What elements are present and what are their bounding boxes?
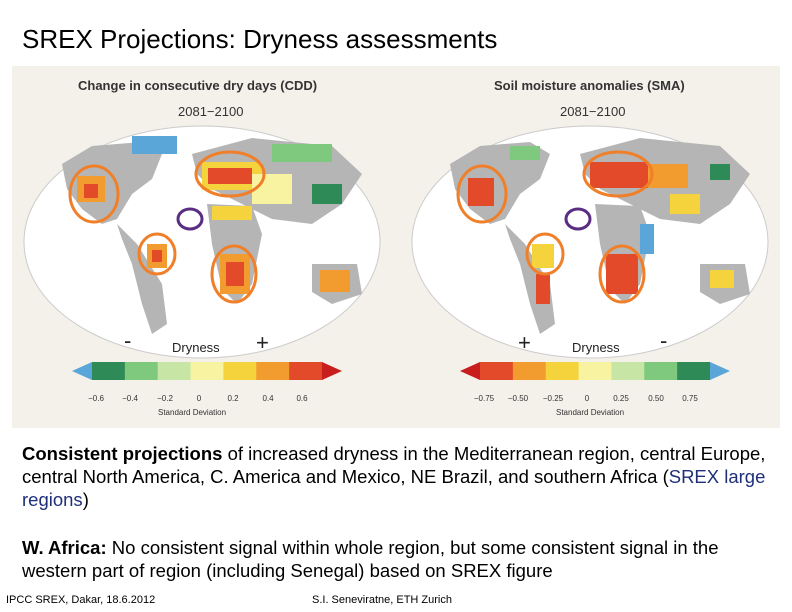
sma-plus-sign: + <box>518 330 531 355</box>
sma-colorbar-cell <box>644 362 678 380</box>
sma-minus-sign: - <box>660 328 668 353</box>
sma-colorbar-cell <box>611 362 645 380</box>
cdd-axis-label: Standard Deviation <box>158 408 227 417</box>
sma-tick: 0.25 <box>613 394 629 403</box>
sma-dryness-label: Dryness <box>572 340 620 355</box>
cdd-tick: 0.6 <box>296 394 308 403</box>
sma-panel-title: Soil moisture anomalies (SMA) <box>494 78 685 93</box>
sma-colorbar-cell <box>545 362 580 380</box>
paragraph-body: No consistent signal within whole region… <box>22 537 719 581</box>
cdd-world-map <box>23 125 381 359</box>
cdd-tick: 0.4 <box>262 394 274 403</box>
cdd-colorbar-cell <box>289 362 323 380</box>
sma-colorbar-cell <box>578 362 612 380</box>
sma-axis-label: Standard Deviation <box>556 408 625 417</box>
cdd-tick: 0.2 <box>227 394 239 403</box>
cdd-tick: 0 <box>196 394 202 403</box>
paragraph-body: of increased dryness in the Mediterranea… <box>22 443 766 487</box>
cdd-dryness-label: Dryness <box>172 340 220 355</box>
sma-colorbar-cell <box>512 362 547 380</box>
footer-event: IPCC SREX, Dakar, 18.6.2012 <box>6 594 156 606</box>
footer-author: S.I. Seneviratne, ETH Zurich <box>312 594 452 606</box>
sma-tick: 0.50 <box>648 394 664 403</box>
sma-world-map <box>411 125 769 359</box>
cdd-panel-period: 2081−2100 <box>178 104 244 119</box>
cdd-colorbar-cell <box>124 362 159 380</box>
cdd-colorbar-cell <box>157 362 192 380</box>
paragraph-bold-lead: Consistent projections <box>22 443 223 464</box>
cdd-plus-sign: + <box>256 330 269 355</box>
cdd-colorbar <box>72 362 342 380</box>
cdd-colorbar-cell <box>92 362 126 380</box>
cdd-tick: −0.6 <box>88 394 104 403</box>
paragraph-close: ) <box>82 489 89 510</box>
cdd-tick: −0.2 <box>157 394 173 403</box>
paragraph-consistent-projections: Consistent projections of increased dryn… <box>22 442 782 511</box>
sma-tick: −0.50 <box>507 394 529 403</box>
srex-figure: Change in consecutive dry days (CDD) 208… <box>12 66 780 428</box>
sma-panel-period: 2081−2100 <box>560 104 626 119</box>
sma-colorbar <box>460 362 730 380</box>
cdd-colorbar-cell <box>190 362 224 380</box>
cdd-tick: −0.4 <box>122 394 138 403</box>
sma-tick: 0 <box>584 394 590 403</box>
sma-tick: −0.75 <box>473 394 495 403</box>
srex-large-regions-link[interactable]: SREX large regions <box>22 466 766 510</box>
cdd-minus-sign: - <box>124 328 132 353</box>
sma-colorbar-cell <box>480 362 514 380</box>
sma-tick: −0.25 <box>542 394 564 403</box>
paragraph-west-africa: W. Africa: No consistent signal within w… <box>22 536 782 582</box>
sma-tick: 0.75 <box>682 394 698 403</box>
cdd-colorbar-cell <box>223 362 257 380</box>
cdd-panel-title: Change in consecutive dry days (CDD) <box>78 78 318 93</box>
sma-colorbar-cell <box>677 362 711 380</box>
paragraph-bold-lead: W. Africa: <box>22 537 107 558</box>
cdd-colorbar-cell <box>256 362 290 380</box>
slide-title: SREX Projections: Dryness assessments <box>22 24 498 54</box>
